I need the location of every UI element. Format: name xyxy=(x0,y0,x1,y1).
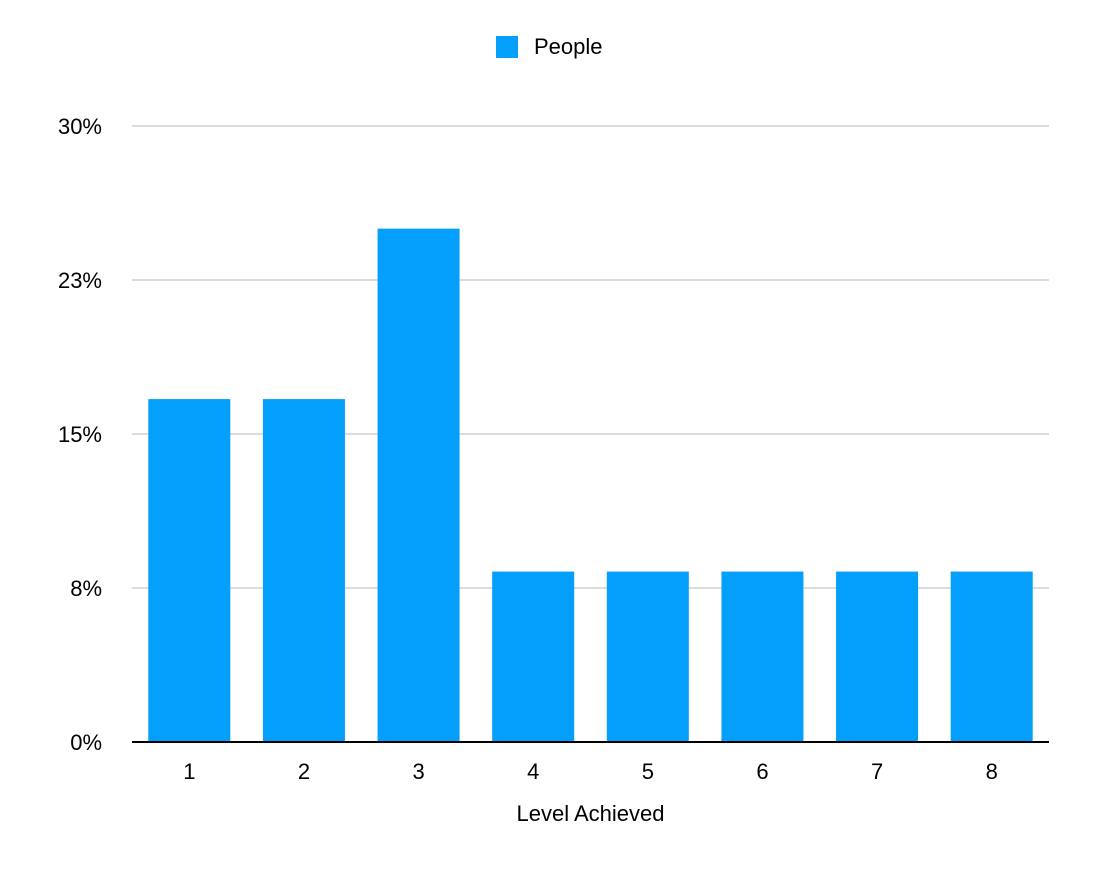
legend-swatch xyxy=(496,36,518,58)
legend-label: People xyxy=(534,34,603,59)
y-tick-label: 15% xyxy=(58,422,102,447)
x-tick-label: 2 xyxy=(298,759,310,784)
bar xyxy=(721,571,804,742)
x-tick-label: 8 xyxy=(986,759,998,784)
legend: People xyxy=(496,32,603,62)
y-tick-label: 30% xyxy=(58,114,102,139)
x-tick-label: 1 xyxy=(183,759,195,784)
bar xyxy=(262,399,345,742)
x-axis-title: Level Achieved xyxy=(517,801,665,826)
bar xyxy=(950,571,1033,742)
y-tick-label: 0% xyxy=(70,730,102,755)
x-tick-label: 6 xyxy=(756,759,768,784)
x-tick-label: 5 xyxy=(642,759,654,784)
y-tick-label: 8% xyxy=(70,576,102,601)
bar xyxy=(606,571,689,742)
x-tick-label: 4 xyxy=(527,759,539,784)
x-tick-label: 7 xyxy=(871,759,883,784)
bar xyxy=(492,571,575,742)
x-tick-label: 3 xyxy=(412,759,424,784)
bar xyxy=(836,571,919,742)
bar xyxy=(148,399,231,742)
bar xyxy=(377,228,460,742)
y-tick-label: 23% xyxy=(58,268,102,293)
